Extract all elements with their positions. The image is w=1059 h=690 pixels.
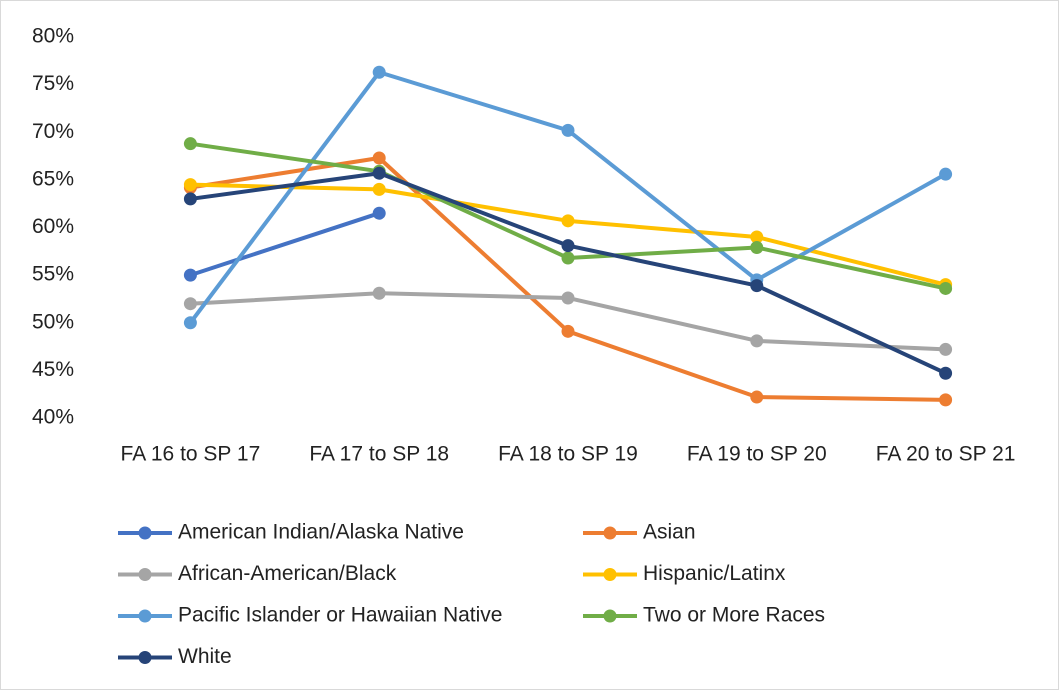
point xyxy=(183,268,197,282)
x-tick-label: FA 20 to SP 21 xyxy=(876,443,1016,466)
legend-marker xyxy=(138,526,152,540)
point xyxy=(939,393,953,407)
legend-label: Asian xyxy=(643,521,696,544)
legend-label: Pacific Islander or Hawaiian Native xyxy=(178,604,502,627)
legend-marker xyxy=(603,526,617,540)
point xyxy=(561,123,575,137)
point xyxy=(939,342,953,356)
y-tick-label: 65% xyxy=(32,167,74,190)
legend-label: Hispanic/Latinx xyxy=(643,562,786,585)
point xyxy=(183,297,197,311)
legend-marker xyxy=(138,651,152,664)
point xyxy=(561,291,575,305)
legend-marker xyxy=(138,568,152,581)
point xyxy=(183,192,197,206)
x-tick-label: FA 19 to SP 20 xyxy=(687,443,827,466)
y-tick-label: 75% xyxy=(32,72,74,95)
point xyxy=(750,279,764,293)
y-tick-label: 45% xyxy=(32,358,74,381)
y-tick-label: 40% xyxy=(32,406,74,429)
legend-label: African-American/Black xyxy=(178,562,397,585)
point xyxy=(561,251,575,265)
point xyxy=(183,137,197,151)
point xyxy=(750,390,764,404)
point xyxy=(372,206,386,220)
point xyxy=(372,166,386,180)
point xyxy=(939,167,953,181)
legend-label: White xyxy=(178,645,232,668)
point xyxy=(561,239,575,253)
legend-label: Two or More Races xyxy=(643,604,825,627)
point xyxy=(750,230,764,244)
y-tick-label: 55% xyxy=(32,263,74,286)
point xyxy=(372,151,386,165)
series-line xyxy=(189,211,380,278)
legend-marker xyxy=(138,609,152,623)
point xyxy=(183,316,197,330)
point xyxy=(750,334,764,348)
point xyxy=(183,178,197,192)
x-tick-label: FA 17 to SP 18 xyxy=(309,443,449,466)
point xyxy=(939,281,953,295)
y-tick-label: 60% xyxy=(32,215,74,238)
y-tick-label: 80% xyxy=(32,25,74,48)
legend-marker xyxy=(603,568,617,581)
y-tick-label: 50% xyxy=(32,310,74,333)
point xyxy=(372,65,386,79)
point xyxy=(939,366,953,380)
y-tick-label: 70% xyxy=(32,120,74,143)
x-tick-label: FA 18 to SP 19 xyxy=(498,443,638,466)
point xyxy=(372,182,386,196)
point xyxy=(561,324,575,338)
point xyxy=(750,241,764,255)
legend-label: American Indian/Alaska Native xyxy=(178,521,464,544)
point xyxy=(372,286,386,300)
point xyxy=(561,214,575,228)
x-tick-label: FA 16 to SP 17 xyxy=(121,443,261,466)
legend-marker xyxy=(603,609,617,623)
